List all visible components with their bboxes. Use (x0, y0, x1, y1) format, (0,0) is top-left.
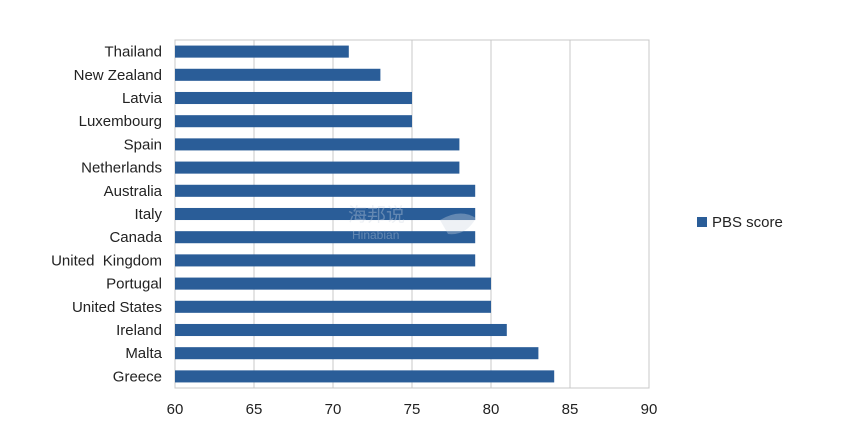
x-tick-label: 80 (483, 401, 500, 418)
category-label: Italy (134, 206, 162, 223)
bar (175, 115, 412, 128)
category-label: Australia (104, 183, 163, 200)
category-label: United States (72, 299, 162, 316)
bar (175, 161, 460, 174)
x-tick-label: 60 (167, 401, 184, 418)
x-tick-labels: 60 65 70 75 80 85 90 (167, 401, 658, 418)
watermark-logo-icon (440, 213, 476, 235)
category-label: Latvia (122, 90, 163, 107)
x-tick-label: 75 (404, 401, 421, 418)
watermark: 海邦说 Hinabian (348, 204, 476, 242)
bar (175, 231, 476, 244)
x-tick-label: 70 (325, 401, 342, 418)
x-tick-label: 65 (246, 401, 263, 418)
bar (175, 207, 476, 221)
bar (175, 68, 381, 81)
legend-swatch (697, 217, 707, 227)
category-label: Netherlands (81, 160, 162, 177)
bar (175, 370, 555, 383)
bar (175, 138, 460, 151)
watermark-text-en: Hinabian (352, 228, 399, 242)
bars (175, 45, 555, 383)
bar (175, 91, 412, 105)
x-tick-label: 85 (562, 401, 579, 418)
bar (175, 323, 507, 337)
legend: PBS score (697, 214, 783, 231)
category-label: Luxembourg (79, 113, 162, 130)
category-label: United Kingdom (51, 252, 162, 269)
bar (175, 277, 491, 290)
bar (175, 347, 539, 360)
category-label: Portugal (106, 276, 162, 293)
category-label: Thailand (104, 44, 162, 61)
category-label: Malta (125, 345, 162, 362)
category-label: Canada (109, 229, 162, 246)
watermark-text-cn: 海邦说 (348, 204, 405, 226)
category-label: Spain (124, 136, 162, 153)
category-label: Ireland (116, 322, 162, 339)
category-labels: Thailand New Zealand Latvia Luxembourg Spain… (51, 44, 163, 386)
category-label: Greece (113, 368, 162, 385)
bar (175, 300, 491, 313)
bar (175, 254, 476, 267)
category-label: New Zealand (74, 67, 162, 84)
x-tick-label: 90 (641, 401, 658, 418)
legend-label: PBS score (712, 214, 783, 231)
bar (175, 45, 349, 58)
bar (175, 184, 476, 197)
